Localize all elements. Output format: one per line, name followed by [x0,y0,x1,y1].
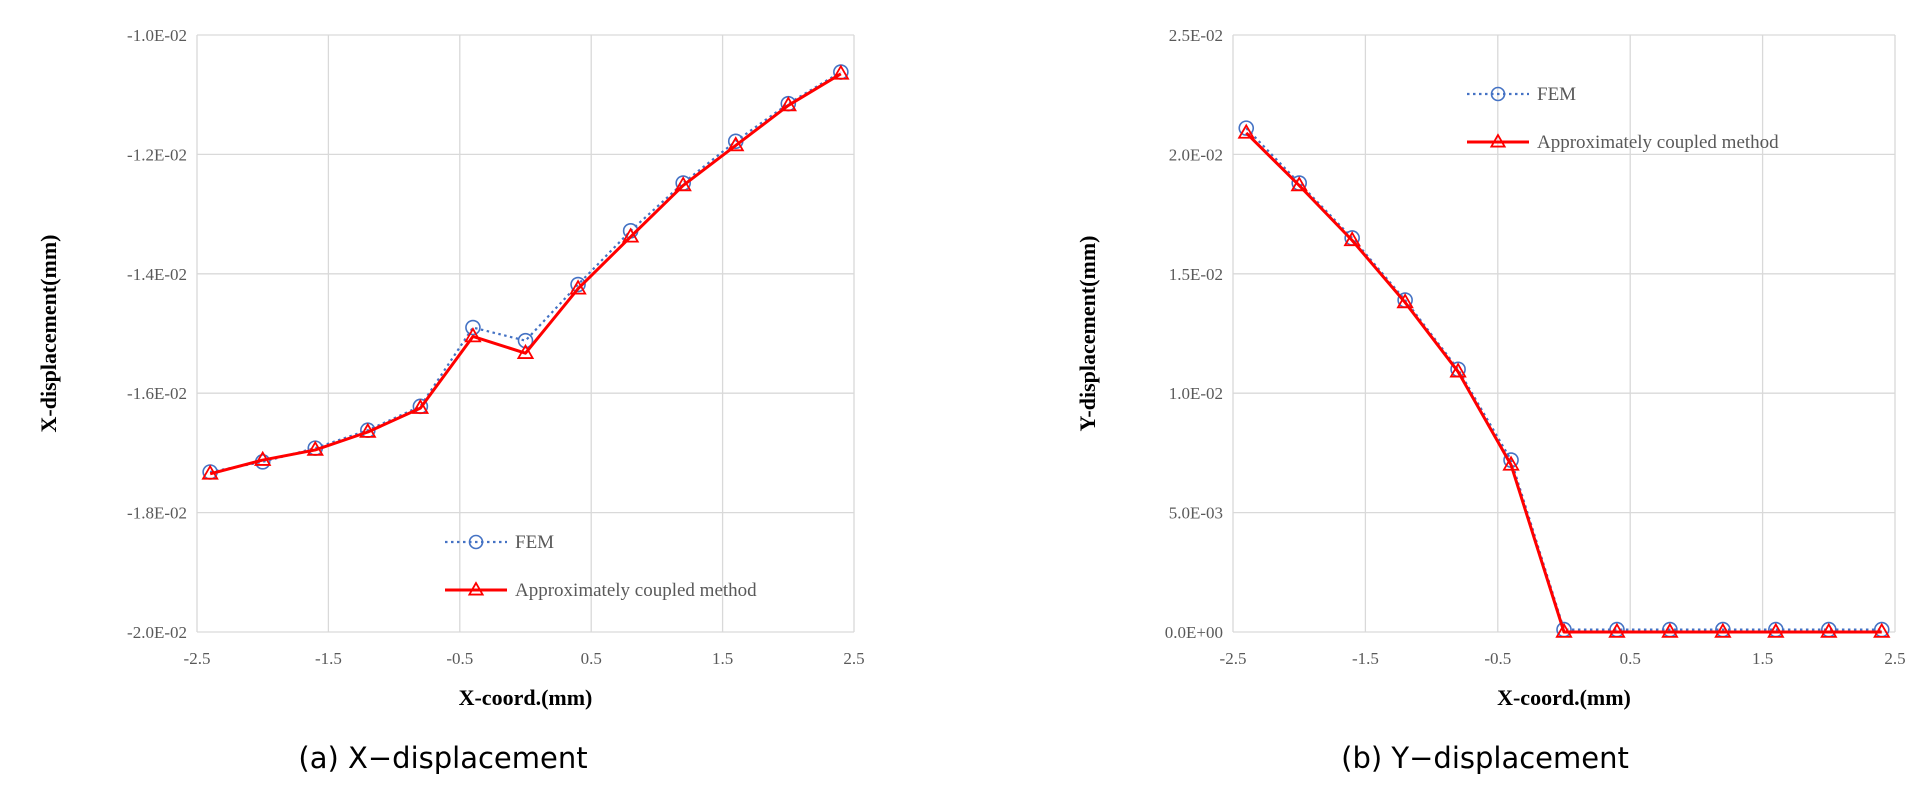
approx-point [1343,231,1361,247]
y-tick-label: 1.5E-02 [1169,265,1223,284]
series-line [209,71,842,474]
y-tick-label: 1.0E-02 [1169,384,1223,403]
y-tick-label: -1.4E-02 [127,265,187,284]
approx-point [1237,123,1255,139]
x-axis-label: X-coord.(mm) [459,685,593,710]
x-tick-label: 1.5 [1752,649,1773,668]
y-tick-label: -1.8E-02 [127,504,187,523]
approx-point [727,136,745,152]
y-tick-label: -1.6E-02 [127,384,187,403]
legend-marker [1489,133,1507,148]
approx-point [306,440,324,456]
approx-point [254,450,272,466]
x-tick-label: 1.5 [712,649,733,668]
approx-point [569,279,587,295]
approx-point [1555,622,1573,638]
x-axis-label: X-coord.(mm) [1497,685,1631,710]
x-tick-label: 2.5 [1884,649,1905,668]
series-line [1245,127,1882,631]
approx-point [464,327,482,343]
x-tick-label: -2.5 [1220,649,1247,668]
approx-point [621,227,640,243]
approx-point [201,464,219,480]
approx-point [1714,622,1732,638]
x-tick-label: -2.5 [184,649,211,668]
y-axis-label: Y-displacement(mm) [1075,236,1100,432]
approx-point [779,96,797,112]
x-tick-label: 0.5 [581,649,602,668]
fem-point [1238,120,1255,136]
approx-point [1873,622,1891,638]
y-tick-label: -1.0E-02 [127,26,187,45]
approx-point [516,343,535,359]
x-tick-label: -0.5 [446,649,473,668]
legend-marker [468,534,484,550]
figure-caption: (a) X−displacement [298,741,587,775]
x-tick-label: -1.5 [315,649,342,668]
fem-point [465,319,481,336]
approx-point [832,64,850,80]
y-tick-label: 2.5E-02 [1169,26,1223,45]
figure-caption: (b) Y−displacement [1341,741,1629,775]
approx-point [411,398,430,414]
legend-label: FEM [515,532,554,553]
x-tick-label: 0.5 [1620,649,1641,668]
approx-point [1820,622,1838,638]
x-tick-label: -0.5 [1484,649,1511,668]
chart-x-displacement: -2.0E-02 -1.8E-02 -1.6E-02 -1.4E-02 -1.2E-02… [36,26,865,775]
y-tick-label: 5.0E-03 [1169,504,1223,523]
legend-label: FEM [1537,84,1576,105]
approx-point [1396,293,1414,309]
approx-point [1767,622,1785,638]
approx-point [1449,362,1467,378]
chart-y-displacement: 0.0E+00 5.0E-03 1.0E-02 1.5E-02 2.0E-02 2.5E-… [1075,26,1906,775]
legend-label: Approximately coupled method [1537,132,1779,153]
approx-point [1502,455,1520,471]
fem-point [570,276,586,293]
legend-marker [467,581,485,596]
y-tick-label: 0.0E+00 [1165,623,1223,642]
x-tick-label: -1.5 [1352,649,1379,668]
approx-point [1608,622,1626,638]
series-line [209,72,842,476]
approx-point [674,176,692,192]
y-tick-label: -1.2E-02 [127,145,187,164]
x-tick-label: 2.5 [843,649,864,668]
approx-point [359,422,377,438]
legend-label: Approximately coupled method [515,580,757,601]
y-tick-label: -2.0E-02 [127,623,187,642]
approx-point [1290,176,1308,192]
y-axis-label: X-displacement(mm) [36,235,61,433]
series-line [1245,131,1882,634]
y-tick-label: 2.0E-02 [1169,145,1223,164]
legend-marker [1490,86,1506,102]
fem-point [517,332,534,349]
approx-point [1661,622,1679,638]
